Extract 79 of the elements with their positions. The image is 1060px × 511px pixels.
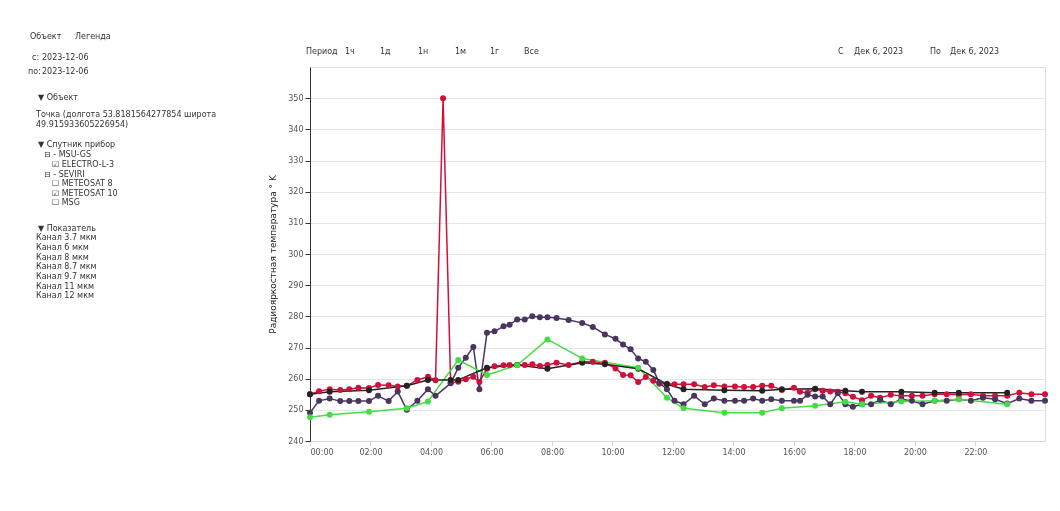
x-tick-label: 22:00 (964, 447, 988, 457)
text: Канал 8 мкм (36, 253, 89, 262)
text: Канал 9.7 мкм (36, 272, 97, 281)
point (778, 405, 785, 412)
text: ⊟ - SEVIRI (44, 170, 85, 179)
point (365, 408, 372, 415)
text: Дек 6, 2023 (950, 47, 1000, 56)
point (759, 409, 766, 416)
y-tick-label: 280 (288, 311, 304, 321)
point (663, 394, 670, 401)
text: с: (32, 53, 40, 62)
text: ▼ Показатель (38, 224, 97, 233)
y-tick-label: 310 (288, 218, 304, 228)
point (680, 405, 687, 412)
text: По (930, 47, 942, 56)
y-tick-label: 350 (288, 93, 304, 103)
text: 49.915933605226954) (36, 120, 129, 129)
point (812, 402, 819, 409)
x-tick-label: 12:00 (661, 447, 685, 457)
point (544, 365, 551, 372)
x-tick-label: 00:00 (310, 447, 334, 457)
text: Период (306, 47, 339, 56)
y-tick-label: 260 (288, 374, 304, 384)
text: Канал 3.7 мкм (36, 233, 97, 242)
text: Легенда (75, 32, 111, 41)
point (898, 388, 905, 395)
x-tick-label: 18:00 (843, 447, 867, 457)
text: 1н (418, 47, 429, 56)
text: ☑ METEOSAT 10 (52, 189, 118, 198)
point (680, 386, 687, 393)
text: Канал 6 мкм (36, 243, 89, 252)
x-tick-label: 14:00 (722, 447, 746, 457)
y-tick-label: 250 (288, 405, 304, 415)
text: по: (28, 67, 41, 76)
text: ☐ METEOSAT 8 (52, 179, 113, 188)
text: Канал 12 мкм (36, 291, 94, 300)
point (721, 387, 728, 394)
text: Все (524, 47, 539, 56)
text: 1г (490, 47, 500, 56)
x-tick-label: 20:00 (903, 447, 927, 457)
text: 2023-12-06 (42, 67, 89, 76)
text: 1м (455, 47, 467, 56)
x-tick-label: 04:00 (419, 447, 444, 457)
text: ▼ Спутник прибор (38, 140, 116, 149)
text: 1ч (345, 47, 355, 56)
text: С (838, 47, 844, 56)
text: Объект (30, 32, 62, 41)
y-tick-label: 290 (288, 280, 304, 290)
x-tick-label: 06:00 (480, 447, 504, 457)
text: ▼ Объект (38, 93, 79, 102)
point (307, 414, 313, 421)
text: Канал 11 мкм (36, 282, 94, 291)
point (721, 409, 728, 416)
x-tick-label: 10:00 (601, 447, 625, 457)
point (544, 336, 551, 343)
text: Дек 6, 2023 (854, 47, 904, 56)
point (424, 398, 431, 405)
text: 2023-12-06 (42, 53, 89, 62)
text: Точка (долгота 53.8181564277854 широта (35, 110, 217, 119)
point (759, 387, 766, 394)
x-tick-label: 08:00 (540, 447, 565, 457)
y-tick-label: 340 (288, 124, 304, 134)
text: 1д (380, 47, 392, 56)
x-tick-label: 02:00 (359, 447, 383, 457)
y-tick-label: 330 (288, 156, 304, 165)
text: Канал 8.7 мкм (36, 262, 97, 271)
text: ☑ ELECTRO-L-3 (52, 160, 115, 169)
x-tick-label: 16:00 (782, 447, 806, 457)
y-tick-label: 270 (288, 343, 304, 352)
point (483, 371, 490, 378)
point (326, 411, 333, 418)
y-tick-label: 320 (288, 187, 304, 197)
point (859, 388, 866, 395)
point (455, 356, 462, 363)
y-axis-title: Радиояркостная температура ° K (268, 174, 279, 334)
text: ⊟ - MSU-GS (44, 150, 91, 159)
y-tick-label: 240 (288, 436, 304, 446)
text: ☐ MSG (52, 198, 80, 207)
y-tick-label: 300 (288, 249, 304, 259)
